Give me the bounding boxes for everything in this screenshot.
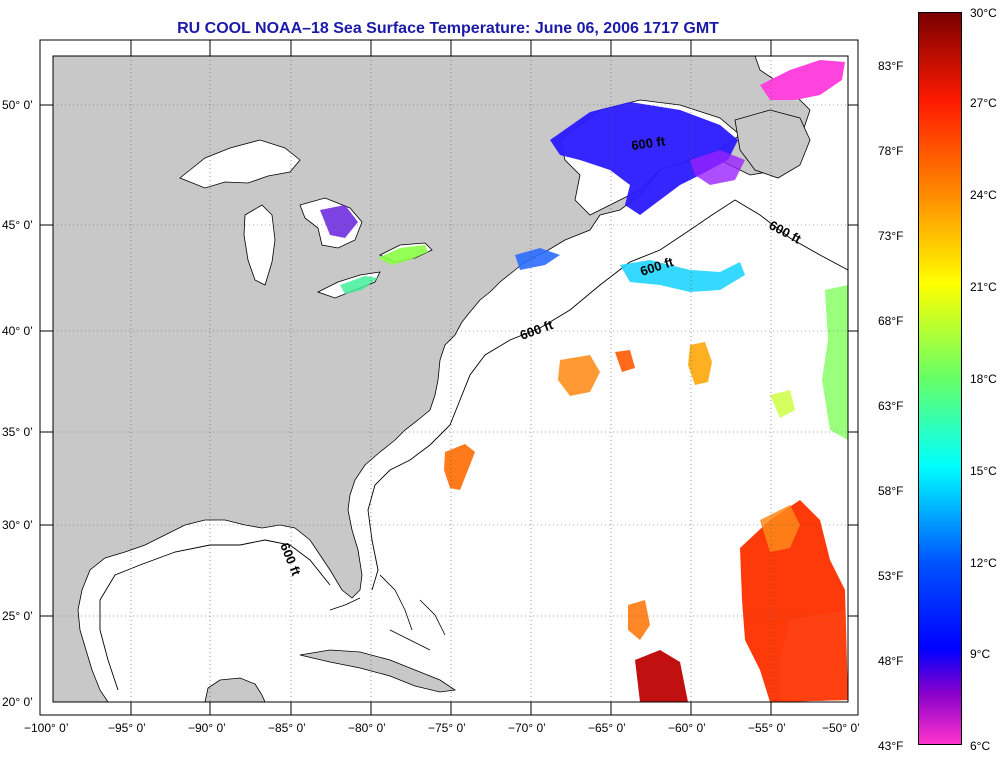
colorbar-celsius-label: 21°C <box>970 280 997 294</box>
colorbar-fahrenheit-label: 68°F <box>878 314 904 328</box>
lat-label: 35° 0’ <box>2 425 33 439</box>
newfoundland-land <box>734 109 811 179</box>
sst-east-band <box>822 285 848 440</box>
lon-label: −75° 0’ <box>428 721 466 735</box>
sst-gulf-st-lawrence <box>550 102 738 215</box>
shelf-contour <box>367 199 848 591</box>
sst-patch-4 <box>615 350 635 372</box>
sst-gulf-stream-patch-2 <box>688 342 712 385</box>
colorbar-celsius-label: 9°C <box>970 647 991 661</box>
colorbar-celsius-label: 30°C <box>970 6 997 20</box>
lon-label: −65° 0’ <box>588 721 626 735</box>
sst-gulf-maine <box>515 248 560 270</box>
sst-lake-ontario <box>378 245 428 265</box>
sst-south-patch <box>780 610 848 702</box>
colorbar-fahrenheit-label: 73°F <box>878 229 904 243</box>
sst-caribbean-orange <box>628 600 650 640</box>
lon-label: −55° 0’ <box>748 721 786 735</box>
graticule <box>53 56 848 702</box>
lon-label: −50° 0’ <box>822 721 860 735</box>
colorbar-celsius-label: 27°C <box>970 96 997 110</box>
colorbar-fahrenheit-label: 58°F <box>878 484 904 498</box>
map-title: RU COOL NOAA–18 Sea Surface Temperature:… <box>177 20 719 37</box>
lon-label: −70° 0’ <box>508 721 546 735</box>
colorbar-celsius-label: 15°C <box>970 464 997 478</box>
colorbar-gradient <box>919 13 961 744</box>
outer-frame <box>39 39 859 716</box>
lake-michigan <box>243 204 276 286</box>
sst-east-band-2 <box>770 390 795 418</box>
sst-scotian-shelf <box>620 260 745 292</box>
lat-label: 40° 0’ <box>2 324 33 338</box>
colorbar-celsius-label: 24°C <box>970 188 997 202</box>
cuba-land <box>299 649 457 693</box>
lat-label: 20° 0’ <box>2 695 33 709</box>
tick-marks <box>40 40 858 715</box>
contour-label: 600 ft <box>630 133 666 153</box>
lat-label: 45° 0’ <box>2 218 33 232</box>
florida-keys <box>329 597 361 611</box>
sst-labrador <box>760 60 845 100</box>
lon-label: −95° 0’ <box>108 721 146 735</box>
lat-label: 25° 0’ <box>2 609 33 623</box>
yucatan-land <box>204 677 266 702</box>
colorbar-fahrenheit-label: 48°F <box>878 654 904 668</box>
sst-lake-huron <box>320 205 358 238</box>
sst-patch-3 <box>558 355 600 396</box>
lon-label: −60° 0’ <box>668 721 706 735</box>
colorbar-fahrenheit-label: 63°F <box>878 399 904 413</box>
colorbar-fahrenheit-label: 53°F <box>878 569 904 583</box>
gulf-shelf-contour <box>99 539 331 691</box>
lat-label: 50° 0’ <box>2 98 33 112</box>
colorbar-celsius-label: 18°C <box>970 372 997 386</box>
colorbar-celsius-label: 12°C <box>970 556 997 570</box>
sst-lake-erie <box>340 276 378 294</box>
lon-label: −80° 0’ <box>348 721 386 735</box>
colorbar-fahrenheit-label: 78°F <box>878 144 904 158</box>
colorbar-fahrenheit-label: 43°F <box>878 739 904 753</box>
sst-southeast-orange <box>760 505 800 552</box>
colorbar-celsius-label: 6°C <box>970 739 991 753</box>
sst-gulf-stream-patch-1 <box>444 444 475 490</box>
colorbar-fahrenheit-label: 83°F <box>878 59 904 73</box>
lon-label: −85° 0’ <box>268 721 306 735</box>
lon-label: −100° 0’ <box>24 721 69 735</box>
bahamas <box>379 574 446 651</box>
lat-label: 30° 0’ <box>2 518 33 532</box>
sst-colorbar <box>918 12 962 745</box>
sst-caribbean <box>635 650 688 702</box>
lon-label: −90° 0’ <box>188 721 226 735</box>
sst-gulf-st-lawrence-purple <box>690 150 745 185</box>
